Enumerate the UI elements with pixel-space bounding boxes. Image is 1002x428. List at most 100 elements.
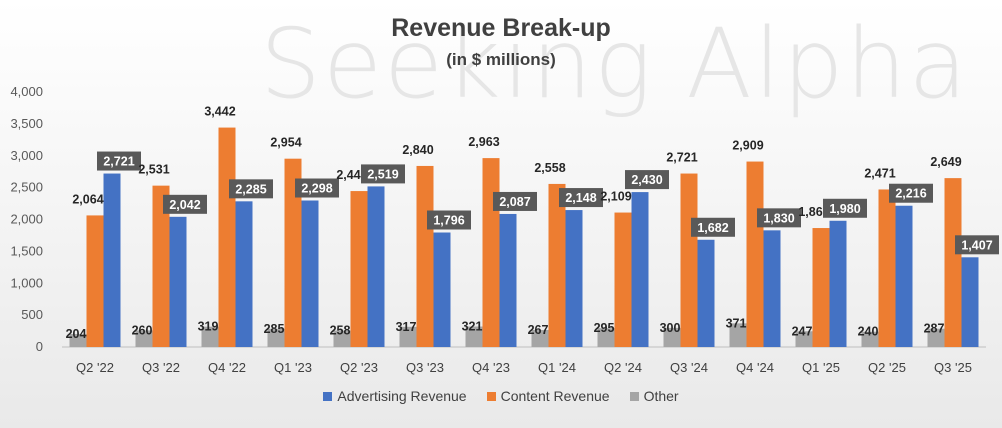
data-label-content: 2,531 [138, 163, 169, 177]
x-tick-label: Q3 '25 [934, 360, 972, 375]
legend-swatch-advertising [323, 391, 333, 401]
data-label-other: 317 [396, 320, 417, 334]
y-tick-label: 500 [21, 307, 43, 322]
bar-content [548, 183, 566, 347]
y-tick-label: 0 [36, 339, 43, 354]
bar-content [812, 228, 830, 347]
bar-other [531, 329, 549, 347]
data-label-other: 204 [66, 327, 87, 341]
bar-advertising [169, 216, 187, 347]
bar-advertising [697, 239, 715, 347]
y-tick-label: 1,000 [10, 275, 43, 290]
bar-content [482, 158, 500, 347]
y-tick-label: 4,000 [10, 84, 43, 99]
data-label-content: 1,866 [798, 205, 829, 219]
legend-label-other: Other [643, 388, 679, 404]
bar-advertising [235, 201, 253, 347]
y-tick-label: 3,500 [10, 116, 43, 131]
data-label-advertising-box [97, 151, 141, 171]
data-label-advertising: 1,830 [763, 211, 794, 225]
y-tick-label: 2,000 [10, 212, 43, 227]
x-tick-label: Q1 '23 [274, 360, 312, 375]
data-label-advertising: 2,087 [499, 195, 530, 209]
bar-advertising [829, 220, 847, 347]
data-label-other: 285 [264, 322, 285, 336]
data-label-content: 2,471 [864, 166, 895, 180]
data-label-content: 2,840 [402, 143, 433, 157]
bar-other [333, 330, 351, 347]
data-label-advertising: 1,980 [829, 202, 860, 216]
x-tick-label: Q3 '23 [406, 360, 444, 375]
bar-other [135, 330, 153, 347]
bar-other [861, 331, 879, 347]
x-tick-label: Q2 '22 [76, 360, 114, 375]
bar-advertising [301, 200, 319, 347]
chart-subtitle: (in $ millions) [446, 50, 556, 69]
bar-other [729, 323, 747, 347]
data-label-other: 258 [330, 324, 351, 338]
data-label-advertising-box [757, 208, 801, 228]
data-label-content: 3,442 [204, 105, 235, 119]
bar-other [267, 328, 285, 347]
data-label-advertising: 2,721 [103, 155, 134, 169]
data-label-other: 371 [726, 316, 747, 330]
data-label-advertising-box [691, 217, 735, 237]
data-label-content: 2,064 [72, 192, 103, 206]
bar-advertising [895, 205, 913, 347]
x-tick-label: Q1 '24 [538, 360, 576, 375]
legend-swatch-content [486, 391, 496, 401]
bar-content [944, 178, 962, 347]
legend: Advertising Revenue Content Revenue Othe… [0, 388, 1002, 404]
bar-advertising [499, 213, 517, 347]
legend-item-advertising: Advertising Revenue [323, 388, 467, 404]
data-label-advertising-box [493, 191, 537, 211]
data-label-content: 2,909 [732, 139, 763, 153]
data-label-advertising: 1,682 [697, 221, 728, 235]
data-label-other: 260 [132, 323, 153, 337]
data-label-advertising: 1,796 [433, 214, 464, 228]
bar-other [927, 328, 945, 347]
data-label-advertising-box [955, 235, 999, 255]
bar-content [284, 158, 302, 347]
legend-item-content: Content Revenue [486, 388, 610, 404]
bar-advertising [763, 230, 781, 347]
x-tick-label: Q4 '23 [472, 360, 510, 375]
data-label-advertising: 2,430 [631, 173, 662, 187]
data-label-other: 247 [792, 324, 813, 338]
data-label-content: 2,721 [666, 151, 697, 165]
data-label-advertising-box [625, 170, 669, 190]
y-tick-label: 2,500 [10, 180, 43, 195]
bar-content [86, 215, 104, 347]
data-label-advertising-box [889, 183, 933, 203]
bar-advertising [631, 192, 649, 347]
x-tick-label: Q4 '24 [736, 360, 774, 375]
data-label-advertising-box [229, 179, 273, 199]
bar-content [878, 189, 896, 347]
legend-label-content: Content Revenue [500, 388, 610, 404]
legend-label-advertising: Advertising Revenue [337, 388, 467, 404]
bar-content [350, 191, 368, 347]
bar-other [201, 326, 219, 347]
bar-other [597, 328, 615, 347]
bar-advertising [103, 173, 121, 347]
data-label-advertising-box [427, 210, 471, 230]
bar-content [152, 185, 170, 347]
bar-advertising [961, 257, 979, 347]
data-label-advertising: 2,285 [235, 182, 266, 196]
data-label-content: 2,446 [336, 168, 367, 182]
bar-other [69, 333, 87, 347]
data-label-advertising: 2,298 [301, 182, 332, 196]
x-tick-label: Q2 '23 [340, 360, 378, 375]
bar-other [663, 327, 681, 347]
chart-title: Revenue Break-up [391, 14, 611, 42]
bar-other [795, 331, 813, 347]
data-label-content: 2,558 [534, 161, 565, 175]
data-label-content: 2,963 [468, 135, 499, 149]
data-label-advertising-box [361, 164, 405, 184]
data-label-advertising-box [295, 178, 339, 198]
data-label-advertising: 2,148 [565, 191, 596, 205]
bar-content [614, 212, 632, 347]
data-label-other: 267 [528, 323, 549, 337]
data-label-other: 300 [660, 321, 681, 335]
data-label-advertising: 2,042 [169, 198, 200, 212]
